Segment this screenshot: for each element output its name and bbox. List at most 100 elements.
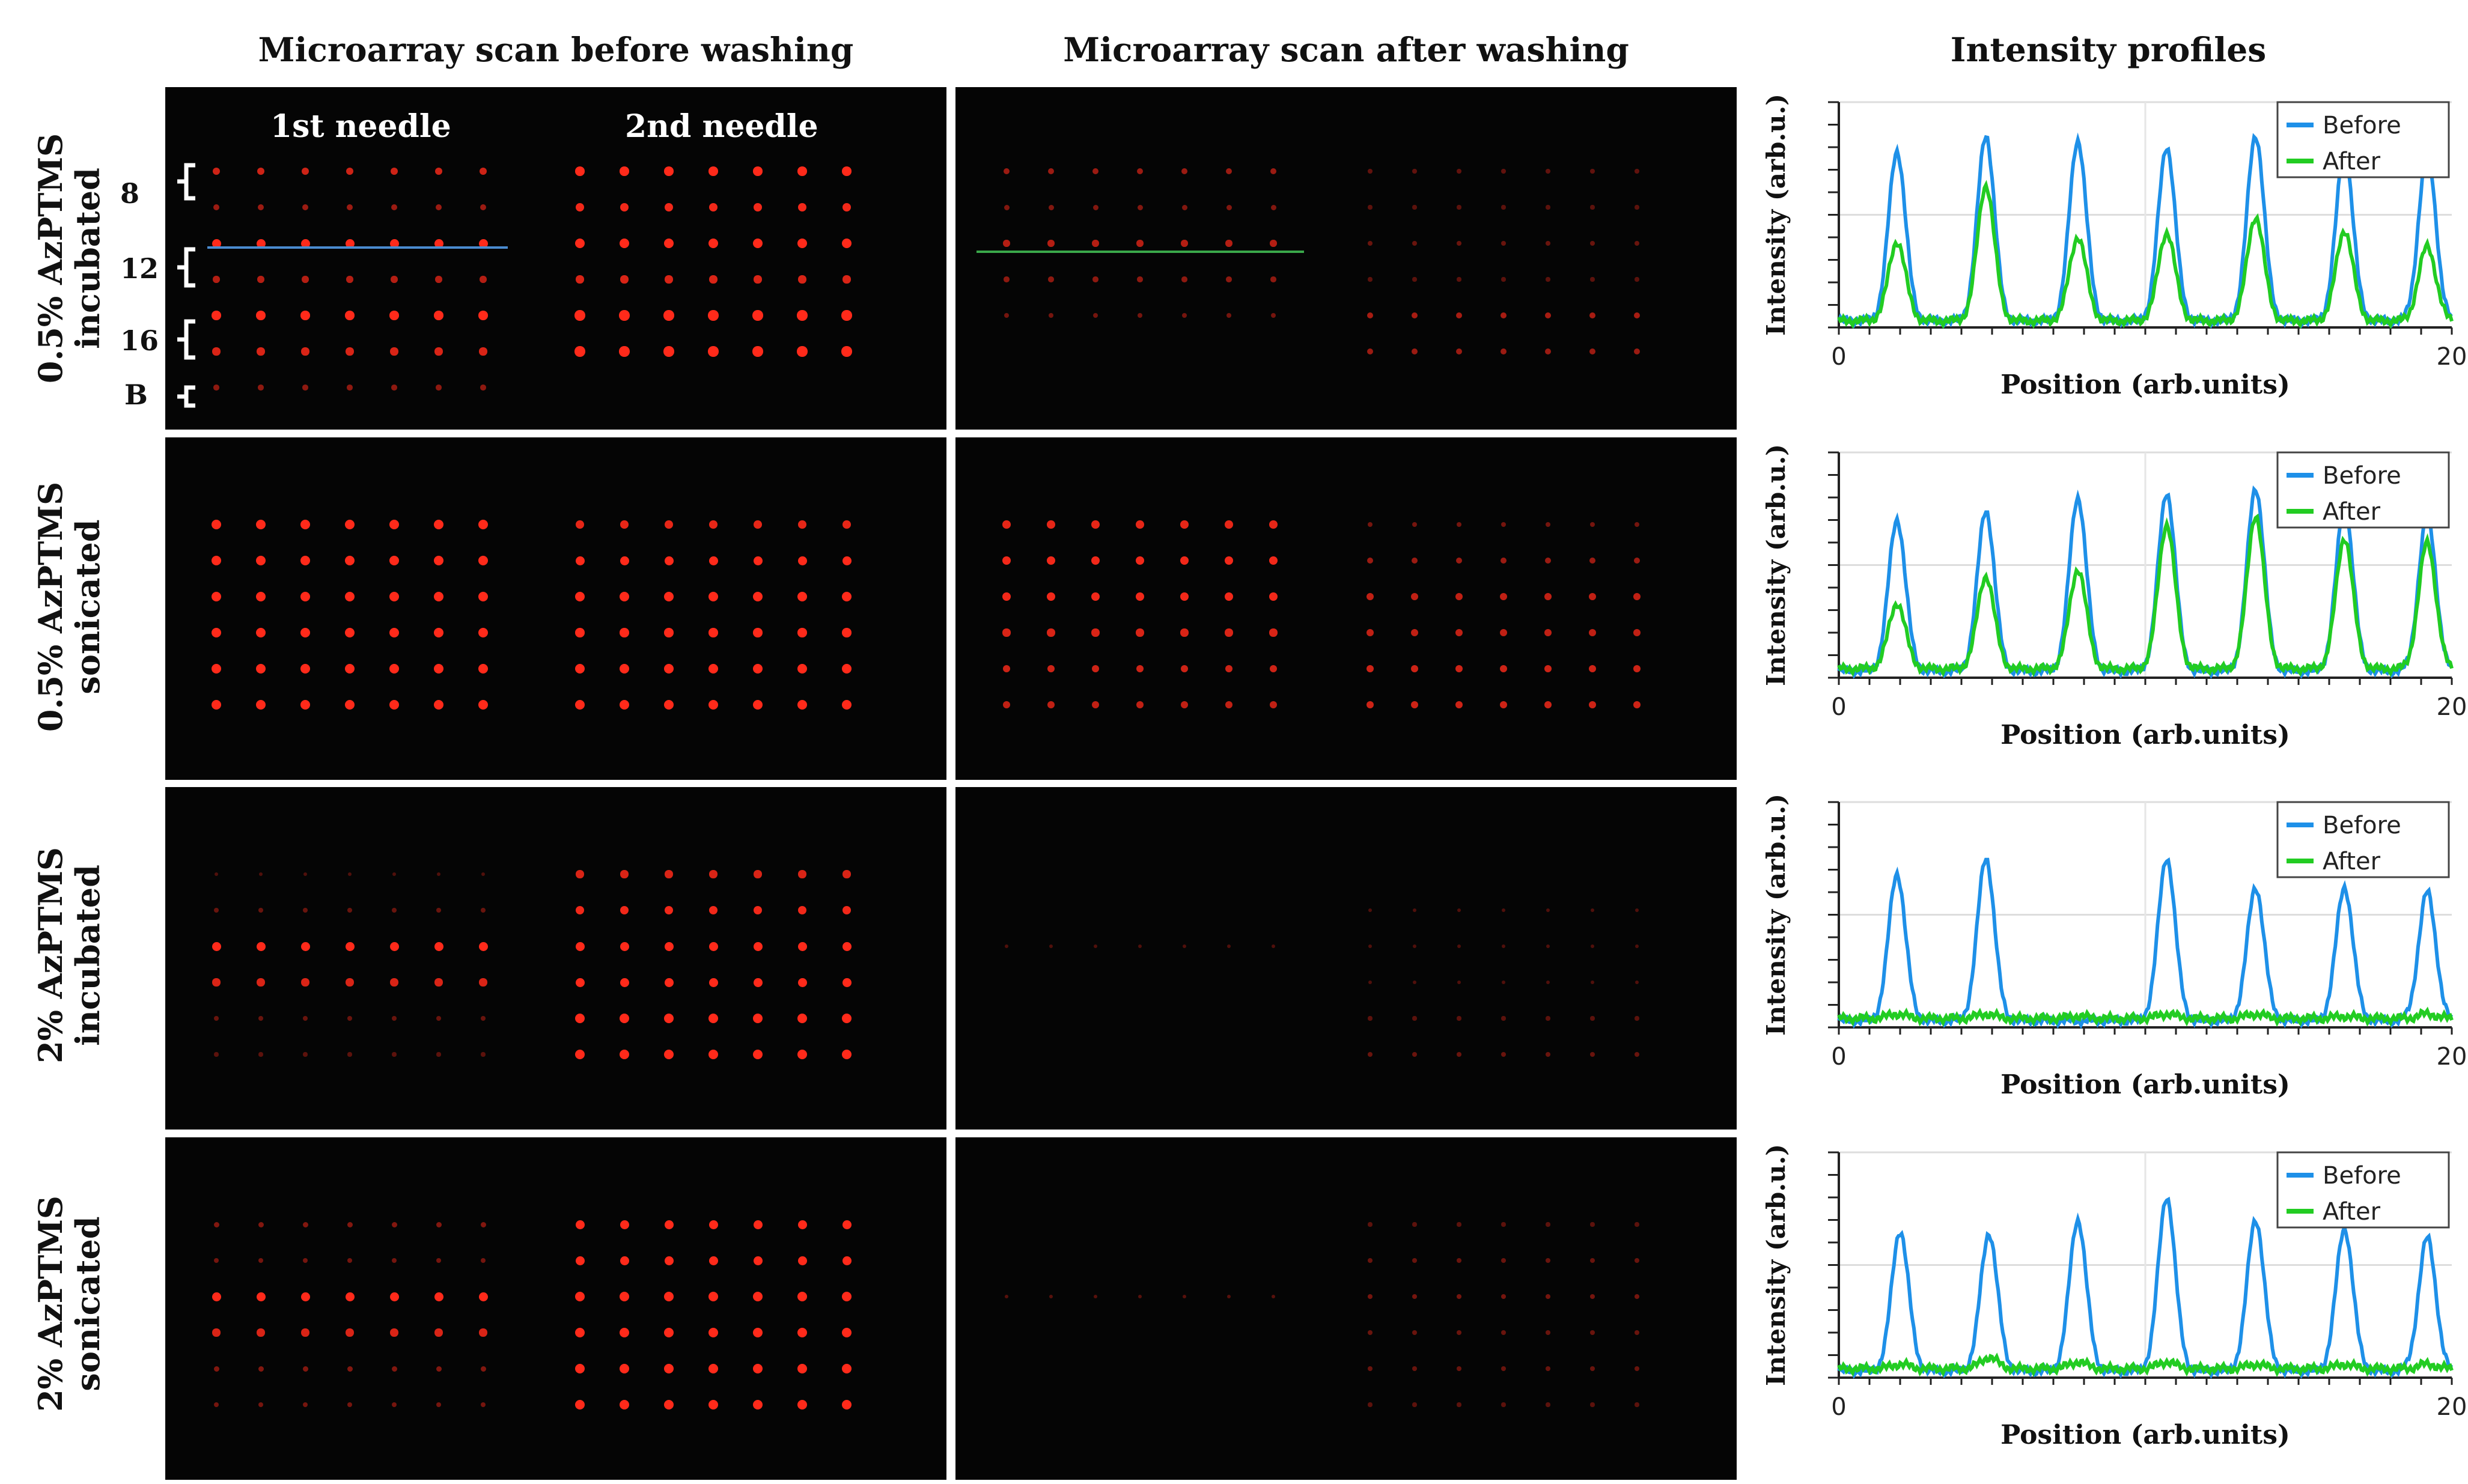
array-spot bbox=[753, 1220, 763, 1229]
array-spot bbox=[1635, 277, 1639, 282]
array-spot bbox=[1457, 205, 1461, 210]
scan-after-row4 bbox=[955, 1137, 1737, 1480]
array-spot bbox=[619, 1399, 630, 1410]
array-spot bbox=[1590, 1402, 1595, 1407]
array-spot bbox=[1634, 522, 1640, 528]
array-spot bbox=[391, 1366, 397, 1372]
scan-after-row3 bbox=[955, 787, 1737, 1130]
array-spot bbox=[1590, 1222, 1595, 1227]
array-spot bbox=[256, 239, 266, 248]
array-spot bbox=[214, 908, 219, 913]
array-spot bbox=[1135, 556, 1145, 565]
array-spot bbox=[752, 663, 763, 674]
array-spot bbox=[842, 202, 852, 212]
array-spot bbox=[1180, 628, 1189, 637]
array-spot bbox=[347, 385, 353, 391]
array-spot bbox=[390, 978, 398, 987]
array-spot bbox=[1455, 664, 1463, 673]
array-spot bbox=[1180, 520, 1189, 529]
array-spot bbox=[213, 1366, 219, 1372]
array-spot bbox=[797, 1013, 808, 1024]
x-tick-label-0: 0 bbox=[1831, 343, 1846, 371]
array-spot bbox=[481, 872, 486, 877]
array-spot bbox=[752, 238, 763, 249]
array-spot bbox=[258, 908, 263, 913]
array-spot bbox=[753, 1256, 763, 1265]
x-tick-label-20: 20 bbox=[2437, 693, 2467, 721]
array-spot bbox=[1270, 701, 1277, 708]
array-spot bbox=[480, 1257, 486, 1264]
array-spot bbox=[1410, 664, 1419, 673]
array-spot bbox=[347, 1366, 353, 1372]
y-axis-label: Intensity (arb.u.) bbox=[1761, 444, 1791, 686]
profile-scan-line bbox=[977, 251, 1304, 253]
array-spot bbox=[257, 347, 265, 356]
array-spot bbox=[1501, 205, 1506, 210]
array-spot bbox=[480, 276, 487, 283]
concentration-label-b: B bbox=[124, 379, 148, 411]
array-spot bbox=[753, 941, 763, 951]
array-spot bbox=[1546, 1258, 1550, 1263]
array-spot bbox=[619, 1049, 630, 1060]
array-spot bbox=[708, 1049, 719, 1060]
array-spot bbox=[344, 699, 355, 710]
array-spot bbox=[258, 1221, 264, 1227]
concentration-braces bbox=[177, 163, 195, 408]
array-spot bbox=[392, 1052, 397, 1057]
array-spot bbox=[434, 167, 443, 175]
array-spot bbox=[389, 239, 399, 248]
array-spot bbox=[256, 1292, 266, 1301]
array-spot bbox=[574, 1049, 585, 1060]
array-spot bbox=[1412, 205, 1417, 210]
array-spot bbox=[664, 941, 674, 951]
array-spot bbox=[1546, 205, 1550, 210]
array-spot bbox=[1269, 556, 1278, 565]
array-spot bbox=[258, 385, 264, 391]
array-spot bbox=[436, 908, 441, 913]
array-spot bbox=[1411, 312, 1418, 319]
array-spot bbox=[1047, 168, 1055, 175]
array-spot bbox=[1546, 1330, 1550, 1335]
array-spot bbox=[664, 556, 674, 565]
array-spot bbox=[347, 1402, 353, 1408]
array-spot bbox=[1412, 1294, 1418, 1300]
array-spot bbox=[663, 1399, 674, 1410]
array-spot bbox=[574, 591, 585, 602]
array-spot bbox=[346, 167, 354, 175]
array-spot bbox=[1226, 1294, 1231, 1299]
array-spot bbox=[300, 941, 310, 951]
array-spot bbox=[708, 905, 718, 915]
array-spot bbox=[1457, 1052, 1461, 1057]
array-spot bbox=[574, 699, 585, 710]
array-spot bbox=[1546, 1052, 1550, 1057]
concentration-label-16: 16 bbox=[120, 324, 159, 357]
array-spot bbox=[1590, 241, 1595, 246]
array-spot bbox=[1412, 980, 1417, 985]
array-spot bbox=[1093, 1294, 1098, 1299]
array-spot bbox=[1589, 1294, 1595, 1300]
array-spot bbox=[1634, 1294, 1640, 1300]
array-spot bbox=[841, 1291, 852, 1302]
array-spot bbox=[433, 591, 444, 602]
array-spot bbox=[1368, 1258, 1373, 1263]
array-spot bbox=[344, 555, 355, 566]
array-spot bbox=[620, 905, 629, 915]
array-spot bbox=[211, 555, 222, 566]
array-spot bbox=[392, 872, 397, 877]
array-spot bbox=[391, 1221, 397, 1227]
array-spot bbox=[619, 1327, 630, 1338]
intensity-profile-3: 0 20 Position (arb.units) Intensity (arb.u.… bbox=[1749, 787, 2468, 1111]
array-spot bbox=[481, 908, 486, 913]
legend-box bbox=[2276, 451, 2450, 529]
array-spot bbox=[620, 520, 629, 529]
array-spot bbox=[663, 699, 674, 710]
array-spot bbox=[708, 663, 719, 674]
array-spot bbox=[1501, 1016, 1506, 1021]
array-spot bbox=[1411, 557, 1418, 564]
array-spot bbox=[797, 699, 808, 710]
array-spot bbox=[708, 1291, 719, 1302]
array-spot bbox=[1137, 276, 1143, 282]
array-spot bbox=[1457, 908, 1461, 913]
array-spot bbox=[347, 908, 352, 913]
array-spot bbox=[1412, 1258, 1417, 1263]
